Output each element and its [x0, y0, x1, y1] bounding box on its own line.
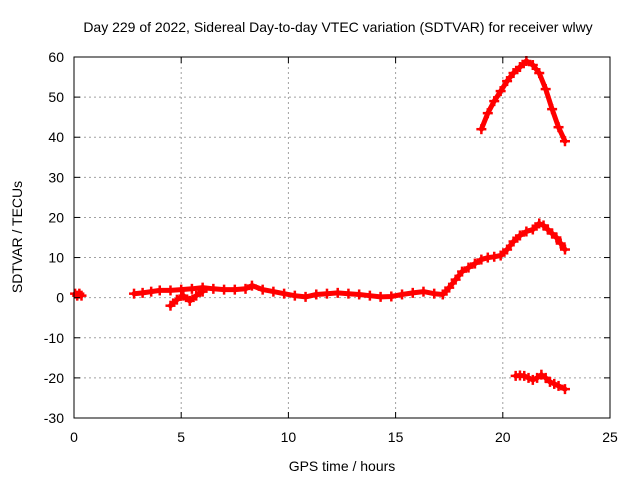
data-point	[129, 288, 140, 299]
data-point	[311, 289, 322, 300]
data-point	[521, 226, 532, 237]
data-point	[268, 286, 279, 297]
chart-title: Day 229 of 2022, Sidereal Day-to-day VTE…	[83, 19, 592, 35]
data-point	[457, 266, 468, 277]
data-point	[437, 289, 448, 300]
data-point	[76, 290, 87, 301]
data-point	[553, 380, 564, 391]
data-point	[386, 291, 397, 302]
data-point	[137, 287, 148, 298]
data-point	[534, 68, 545, 79]
data-point	[418, 286, 429, 297]
data-point	[165, 285, 176, 296]
y-tick-label: -10	[44, 330, 64, 346]
x-tick-label: 25	[602, 429, 618, 445]
data-point	[527, 224, 538, 235]
data-point	[555, 238, 566, 249]
data-point	[397, 289, 408, 300]
data-point	[495, 250, 506, 261]
data-point	[547, 104, 558, 115]
data-point	[154, 285, 165, 296]
y-tick-label: 10	[48, 250, 64, 266]
data-point	[375, 291, 386, 302]
data-point	[463, 262, 474, 273]
data-point	[559, 136, 570, 147]
data-point	[208, 283, 219, 294]
data-point	[300, 291, 311, 302]
data-point	[178, 290, 189, 301]
x-tick-label: 0	[70, 429, 78, 445]
data-point	[289, 290, 300, 301]
y-tick-label: 20	[48, 209, 64, 225]
y-axis-label: SDTVAR / TECUs	[9, 181, 25, 293]
data-point	[407, 287, 418, 298]
data-point	[354, 289, 365, 300]
data-point	[246, 280, 257, 291]
data-point	[508, 68, 519, 79]
data-point	[559, 384, 570, 395]
x-axis-label: GPS time / hours	[289, 458, 396, 474]
x-tick-label: 20	[495, 429, 511, 445]
data-point	[229, 284, 240, 295]
data-point	[514, 62, 525, 73]
data-point	[508, 236, 519, 247]
data-point	[521, 56, 532, 67]
data-point	[257, 284, 268, 295]
y-tick-label: 0	[56, 290, 64, 306]
data-point	[279, 288, 290, 299]
tick-labels: 0 5 10 15 20 25 -30 -20 -10 0 10 20 30 40 50 60	[44, 49, 618, 445]
data-point	[527, 60, 538, 71]
ticks	[73, 56, 611, 419]
plot-frame	[73, 56, 611, 419]
data-point	[495, 86, 506, 97]
grid	[74, 57, 610, 418]
data-point	[197, 286, 208, 297]
x-tick-label: 10	[281, 429, 297, 445]
data-point	[176, 284, 187, 295]
data-point	[343, 288, 354, 299]
data-point	[184, 295, 195, 306]
data-point	[540, 84, 551, 95]
data-point	[146, 286, 157, 297]
data-point	[321, 288, 332, 299]
data-point	[502, 76, 513, 87]
data-point	[444, 282, 455, 293]
data-point	[514, 230, 525, 241]
data-point	[559, 244, 570, 255]
y-tick-label: 50	[48, 89, 64, 105]
y-tick-label: 30	[48, 169, 64, 185]
x-tick-label: 5	[177, 429, 185, 445]
data-point	[482, 108, 493, 119]
data-point	[489, 96, 500, 107]
data-point	[476, 254, 487, 265]
y-tick-label: -20	[44, 370, 64, 386]
data-point	[364, 290, 375, 301]
data-point	[165, 300, 176, 311]
y-tick-label: -30	[44, 410, 64, 426]
data-point	[553, 122, 564, 133]
x-tick-label: 15	[388, 429, 404, 445]
data-point	[450, 274, 461, 285]
y-tick-label: 60	[48, 49, 64, 65]
series-trace-segment-main	[131, 221, 568, 300]
data-point	[502, 244, 513, 255]
data-points	[70, 56, 570, 395]
data-point	[191, 290, 202, 301]
y-tick-label: 40	[48, 129, 64, 145]
data-point	[332, 287, 343, 298]
data-point	[240, 283, 251, 294]
data-point	[219, 284, 230, 295]
data-point	[186, 283, 197, 294]
data-point	[469, 258, 480, 269]
data-point	[551, 232, 562, 243]
data-point	[476, 124, 487, 135]
data-point	[171, 294, 182, 305]
data-point	[429, 288, 440, 299]
